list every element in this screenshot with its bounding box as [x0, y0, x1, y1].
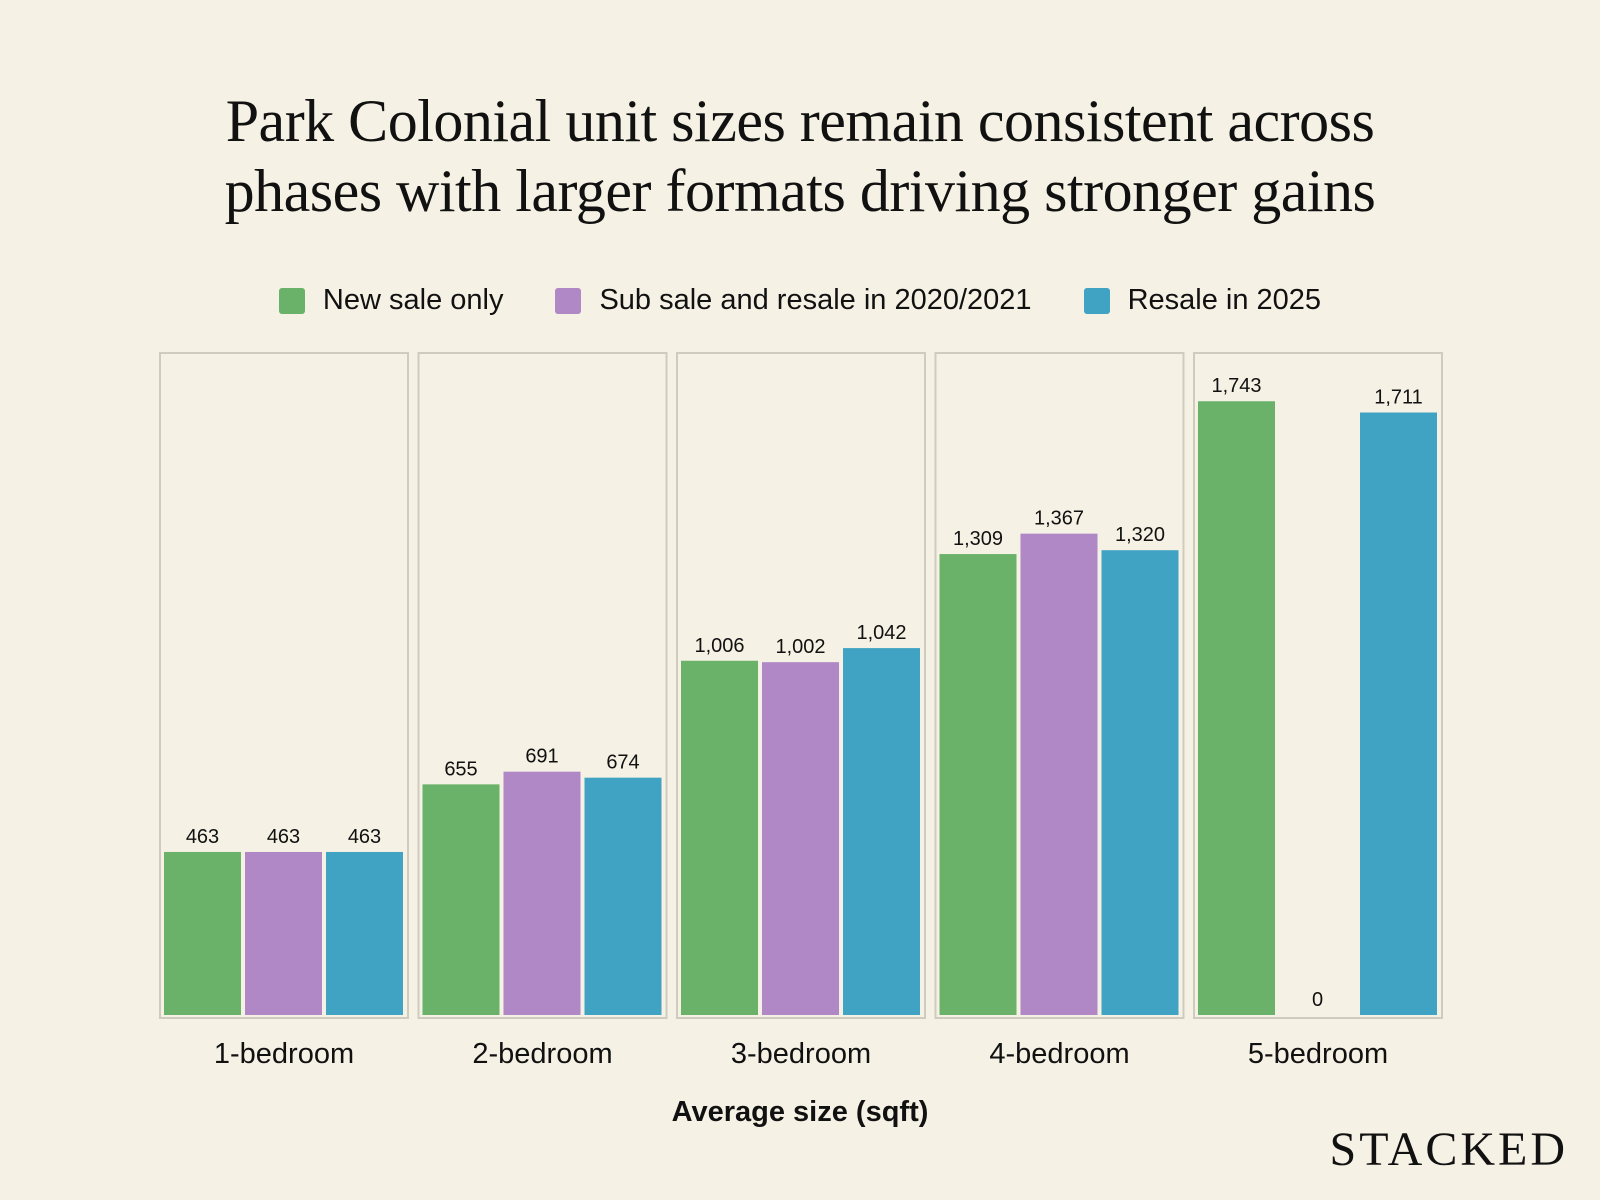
category-label-5-bedroom: 5-bedroom — [1248, 1038, 1388, 1070]
x-axis-label: Average size (sqft) — [671, 1096, 929, 1128]
bar-1-bedroom-sub-sale-and-resale-in-2020-2021 — [245, 851, 322, 1015]
category-label-3-bedroom: 3-bedroom — [731, 1038, 871, 1070]
data-label-4-bedroom-sub-sale-and-resale-in-2020-2021: 1,367 — [1034, 508, 1084, 530]
data-label-5-bedroom-resale-in-2025: 1,711 — [1374, 387, 1423, 409]
bar-4-bedroom-resale-in-2025 — [1101, 550, 1179, 1015]
panel-4-bedroom — [934, 352, 1185, 1019]
bar-1-bedroom-resale-in-2025 — [326, 851, 403, 1015]
chart-legend: New sale only Sub sale and resale in 202… — [0, 284, 1600, 317]
bar-3-bedroom-new-sale-only — [681, 660, 758, 1015]
category-label-4-bedroom: 4-bedroom — [989, 1038, 1129, 1070]
data-label-1-bedroom-new-sale-only: 463 — [186, 826, 219, 848]
data-label-4-bedroom-resale-in-2025: 1,320 — [1115, 524, 1165, 546]
legend-swatch-resale-2025 — [1083, 287, 1110, 314]
bar-3-bedroom-resale-in-2025 — [843, 648, 920, 1015]
bar-2-bedroom-new-sale-only — [422, 784, 500, 1015]
panel-3-bedroom — [676, 352, 926, 1019]
data-label-2-bedroom-sub-sale-and-resale-in-2020-2021: 691 — [525, 746, 558, 768]
legend-label-sub-sale: Sub sale and resale in 2020/2021 — [599, 284, 1032, 316]
legend-item-new-sale: New sale only — [278, 284, 504, 317]
bar-3-bedroom-sub-sale-and-resale-in-2020-2021 — [762, 662, 839, 1015]
data-label-2-bedroom-new-sale-only: 655 — [444, 758, 477, 780]
bar-4-bedroom-sub-sale-and-resale-in-2020-2021 — [1020, 533, 1098, 1015]
legend-item-sub-sale: Sub sale and resale in 2020/2021 — [555, 284, 1032, 317]
legend-label-new-sale: New sale only — [322, 284, 504, 316]
category-label-1-bedroom: 1-bedroom — [214, 1038, 354, 1070]
data-label-5-bedroom-sub-sale-and-resale-in-2020-2021: 0 — [1312, 989, 1323, 1011]
legend-item-resale-2025: Resale in 2025 — [1083, 284, 1322, 317]
data-label-1-bedroom-resale-in-2025: 463 — [348, 826, 381, 848]
bar-5-bedroom-new-sale-only — [1198, 401, 1275, 1016]
panel-2-bedroom — [417, 352, 668, 1019]
legend-swatch-new-sale — [278, 287, 305, 314]
chart-title-line-1: Park Colonial unit sizes remain consiste… — [225, 88, 1375, 154]
brand-logo: STACKED — [1329, 1123, 1568, 1176]
data-label-1-bedroom-sub-sale-and-resale-in-2020-2021: 463 — [267, 826, 300, 848]
data-label-3-bedroom-new-sale-only: 1,006 — [694, 635, 744, 657]
chart-title: Park Colonial unit sizes remain consiste… — [0, 86, 1600, 226]
data-label-3-bedroom-resale-in-2025: 1,042 — [856, 622, 906, 644]
bar-2-bedroom-sub-sale-and-resale-in-2020-2021 — [503, 771, 581, 1015]
bar-2-bedroom-resale-in-2025 — [584, 777, 662, 1015]
data-label-5-bedroom-new-sale-only: 1,743 — [1211, 375, 1261, 397]
panel-5-bedroom — [1193, 352, 1443, 1019]
bar-1-bedroom-new-sale-only — [164, 851, 241, 1015]
bar-4-bedroom-new-sale-only — [939, 554, 1017, 1015]
data-label-3-bedroom-sub-sale-and-resale-in-2020-2021: 1,002 — [775, 636, 825, 658]
data-label-2-bedroom-resale-in-2025: 674 — [606, 752, 639, 774]
category-label-2-bedroom: 2-bedroom — [472, 1038, 612, 1070]
data-label-4-bedroom-new-sale-only: 1,309 — [953, 528, 1003, 550]
panel-1-bedroom — [159, 352, 409, 1019]
legend-label-resale-2025: Resale in 2025 — [1127, 284, 1322, 316]
bar-5-bedroom-resale-in-2025 — [1360, 412, 1437, 1015]
legend-swatch-sub-sale — [555, 287, 582, 314]
chart-title-line-2: phases with larger formats driving stron… — [224, 158, 1376, 224]
